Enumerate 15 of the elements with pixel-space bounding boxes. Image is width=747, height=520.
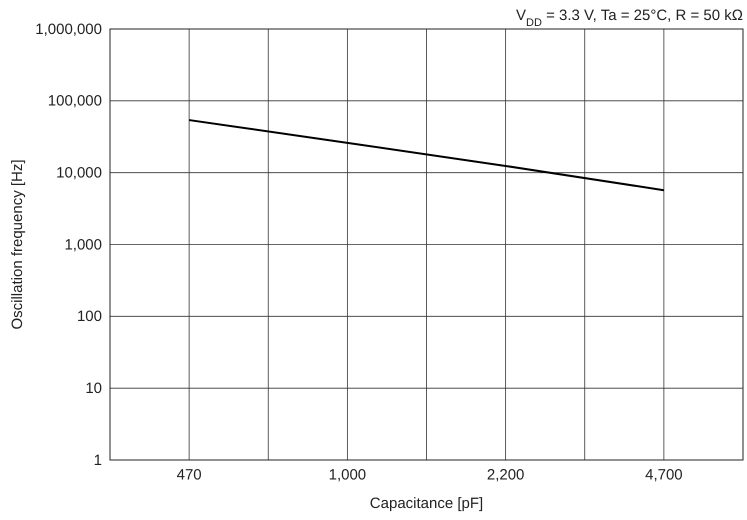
x-tick-label: 470 [176, 466, 202, 484]
y-tick-label: 100 [76, 308, 102, 326]
line-series [188, 119, 665, 192]
y-tick-label: 1,000 [64, 236, 102, 254]
y-tick-label: 10,000 [56, 164, 102, 182]
x-axis-title: Capacitance [pF] [370, 495, 484, 512]
y-tick-label: 1,000,000 [35, 20, 102, 38]
x-tick-label: 1,000 [328, 466, 366, 484]
y-axis-title: Oscillation frequency [Hz] [9, 159, 26, 330]
y-tick-label: 1 [94, 452, 102, 469]
text: V$_{DD}$ = 3.3 V, Ta = 25°C, R = 50 kΩ [516, 7, 743, 29]
x-tick-label: 2,200 [486, 466, 524, 484]
y-tick-label: 100,000 [48, 92, 102, 110]
x-tick-label: 4,700 [645, 466, 683, 484]
y-tick-label: 10 [85, 380, 102, 397]
